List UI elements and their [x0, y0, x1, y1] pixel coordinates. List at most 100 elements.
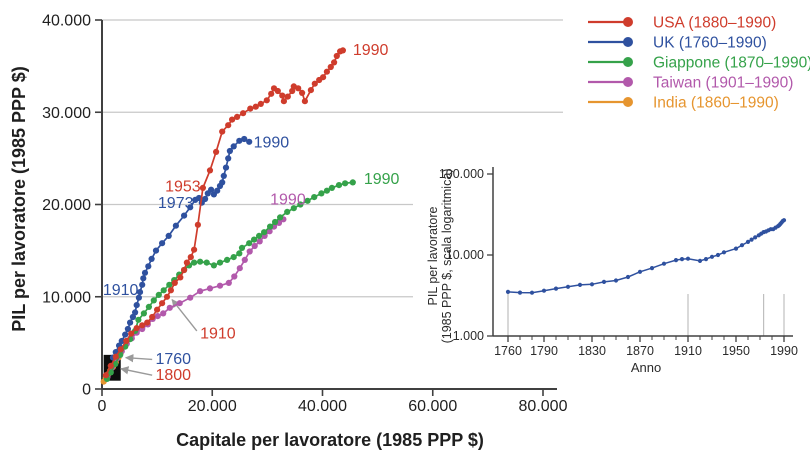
data-point — [118, 337, 125, 345]
y-axis-title: PIL per lavoratore (1985 PPP $) — [9, 66, 29, 331]
data-point — [160, 310, 167, 317]
data-point — [194, 221, 201, 228]
data-point — [541, 288, 547, 293]
data-point — [107, 369, 114, 376]
y-tick-label: 10.000 — [42, 289, 91, 306]
data-point — [505, 289, 511, 294]
x-tick-label: 40.000 — [298, 398, 347, 415]
data-point — [349, 179, 356, 186]
data-point — [715, 252, 721, 258]
data-point — [165, 232, 172, 239]
data-point — [159, 300, 166, 307]
data-point — [181, 266, 188, 274]
legend-dot-swatch — [623, 17, 633, 27]
data-point — [307, 87, 314, 94]
data-point — [328, 184, 335, 191]
data-point — [133, 325, 140, 332]
data-point — [246, 248, 253, 255]
inset-x-tick-label: 1870 — [626, 344, 654, 358]
data-point — [625, 274, 631, 280]
data-point — [267, 223, 274, 230]
annotation-1910: 1910 — [103, 282, 139, 299]
annotation-1910: 1910 — [200, 325, 236, 342]
data-point — [335, 182, 343, 189]
data-point — [154, 306, 161, 313]
annotation-1990: 1990 — [353, 42, 389, 59]
data-point — [133, 302, 140, 309]
data-point — [172, 222, 179, 229]
legend-item-taiwan: Taiwan (1901–1990) — [588, 75, 793, 92]
data-point — [140, 275, 147, 282]
data-point — [216, 282, 224, 289]
data-point — [181, 212, 188, 219]
data-point — [230, 143, 237, 150]
inset-x-tick-label: 1790 — [530, 344, 558, 358]
data-point — [187, 254, 194, 261]
inset-background — [413, 148, 805, 380]
data-point — [529, 290, 535, 295]
data-point — [231, 273, 238, 280]
data-point — [219, 179, 226, 186]
inset-x-tick-label: 1910 — [674, 344, 702, 358]
data-point — [167, 287, 174, 294]
data-point — [159, 240, 166, 247]
data-point — [342, 180, 349, 187]
series-giappone — [103, 179, 356, 382]
inset-x-tick-label: 1990 — [770, 344, 798, 358]
data-point — [709, 254, 715, 259]
data-point — [127, 319, 134, 326]
data-point — [251, 242, 258, 250]
data-point — [577, 282, 583, 287]
data-point — [197, 288, 204, 295]
legend-label: UK (1760–1990) — [653, 35, 767, 52]
data-point — [266, 228, 273, 235]
data-point — [145, 303, 152, 310]
data-point — [268, 90, 275, 97]
legend-dot-swatch — [623, 37, 633, 47]
data-point — [135, 316, 142, 323]
data-point — [703, 257, 709, 262]
data-point — [187, 294, 194, 301]
legend-label: Taiwan (1901–1990) — [653, 75, 793, 92]
series-usa — [102, 47, 346, 379]
data-point — [206, 285, 214, 292]
data-point — [739, 243, 745, 248]
data-point — [679, 257, 685, 262]
data-point — [112, 353, 119, 360]
data-point — [661, 261, 667, 266]
inset-y-tick-label: 100.000 — [439, 167, 484, 181]
legend: USA (1880–1990) UK (1760–1990) Giappone (1… — [588, 15, 810, 112]
inset-x-axis-title: Anno — [631, 360, 661, 375]
data-point — [154, 313, 161, 320]
data-point — [124, 325, 131, 333]
annotation-1990: 1990 — [364, 171, 400, 188]
legend-item-uk: UK (1760–1990) — [588, 35, 767, 52]
data-point — [148, 255, 155, 262]
data-point — [150, 297, 157, 304]
inset-y-tick-label: 10.000 — [446, 248, 484, 262]
data-point — [208, 186, 215, 193]
data-point — [589, 282, 595, 287]
inset-chart: 1760 1790 1830 1870 1910 1950 1990 1.000 10.000 1… — [439, 167, 798, 358]
x-tick-label: 60.000 — [408, 398, 457, 415]
data-point — [149, 313, 156, 321]
annotation-leader — [125, 353, 153, 363]
data-point — [222, 164, 230, 171]
data-point — [299, 89, 306, 96]
legend-label: USA (1880–1990) — [653, 15, 776, 32]
inset-y-tick-label: 1.000 — [453, 329, 484, 343]
legend-dot-swatch — [623, 97, 633, 107]
data-point — [236, 250, 243, 257]
data-point — [263, 97, 270, 104]
data-point — [171, 279, 178, 286]
data-point — [697, 258, 703, 263]
data-point — [279, 92, 286, 99]
data-point — [107, 362, 114, 369]
data-point — [339, 47, 346, 54]
data-point — [320, 74, 327, 81]
data-point — [197, 258, 204, 265]
data-point — [236, 265, 243, 272]
data-point — [745, 239, 751, 244]
